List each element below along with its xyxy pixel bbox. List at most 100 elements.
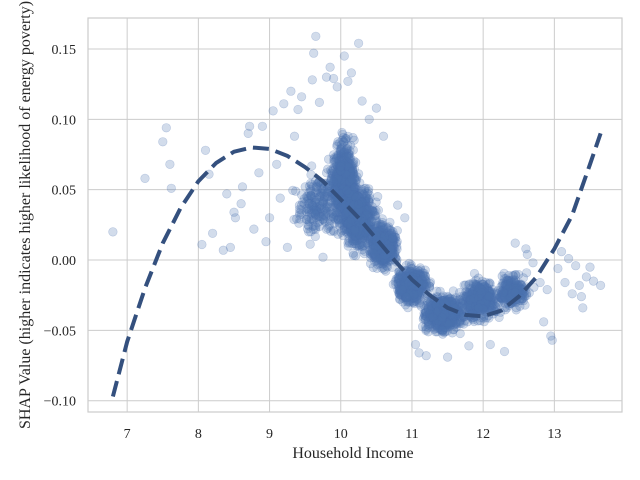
x-tick-label: 13 [547,427,561,442]
scatter-point [339,184,350,194]
scatter-point [348,193,359,203]
scatter-point [344,211,354,221]
scatter-point [336,171,346,181]
scatter-point [335,146,345,156]
scatter-point [347,187,357,197]
scatter-point [340,161,350,171]
scatter-point [355,224,365,234]
scatter-point [340,211,350,221]
scatter-point [339,191,349,201]
scatter-point [359,208,369,218]
scatter-point [340,167,350,177]
scatter-point [341,171,351,181]
scatter-point [344,162,354,173]
scatter-point [338,155,349,165]
scatter-point [347,239,357,249]
scatter-point [349,197,359,207]
y-tick-label: 0.15 [52,43,77,58]
scatter-point [340,165,350,175]
y-tick-labels: −0.10 −0.05 0.00 0.05 0.10 0.15 [44,43,76,410]
scatter-point [358,233,368,243]
scatter-point [324,203,334,213]
scatter-point [332,139,342,150]
scatter-point [336,146,346,156]
scatter-point [321,168,332,178]
scatter-point [338,149,348,159]
scatter-point [360,196,370,206]
scatter-point [344,180,354,191]
scatter-points [108,31,606,362]
scatter-point [340,173,350,183]
scatter-point [328,164,338,174]
scatter-point [344,195,354,206]
scatter-point [340,187,351,197]
scatter-point [166,183,176,193]
scatter-point [348,165,358,175]
scatter-point [348,170,358,180]
scatter-point [359,210,369,220]
scatter-point [358,227,368,237]
scatter-point [571,261,581,271]
scatter-point [339,137,349,147]
scatter-point [339,174,350,184]
scatter-point [289,131,300,141]
scatter-point [343,171,353,181]
scatter-point [337,172,347,182]
scatter-point [346,162,356,172]
scatter-point [332,167,342,178]
scatter-point [348,236,358,246]
scatter-point [329,171,339,181]
scatter-point [355,227,365,237]
scatter-point [345,188,356,198]
scatter-point [350,217,361,227]
scatter-point [333,151,343,162]
scatter-point [307,75,317,85]
scatter-point [330,179,341,189]
scatter-point [335,165,345,175]
scatter-point [335,220,345,231]
scatter-point [331,159,341,169]
scatter-point [336,184,346,194]
scatter-point [334,181,344,191]
scatter-point [343,185,353,195]
scatter-point [332,177,342,187]
scatter-point [355,239,366,249]
y-tick-label: −0.10 [44,395,76,410]
scatter-point [357,196,368,206]
scatter-point [397,272,408,282]
scatter-point [337,173,347,183]
scatter-point [338,169,348,179]
scatter-point [326,165,336,175]
scatter-point [350,219,360,229]
scatter-point [349,197,359,208]
scatter-point [336,145,346,155]
scatter-point [339,180,349,190]
scatter-point [339,184,349,194]
scatter-point [336,149,346,159]
scatter-point [348,167,358,177]
scatter-point [347,177,358,187]
scatter-point [334,160,344,171]
scatter-point [345,213,355,223]
scatter-point [349,189,359,199]
scatter-point [344,217,354,227]
scatter-point [345,156,355,166]
scatter-point [342,221,352,231]
scatter-point [343,176,354,187]
scatter-point [342,163,352,173]
scatter-point [340,176,350,186]
scatter-point [334,166,344,176]
scatter-point [556,247,567,257]
scatter-point [349,174,360,184]
scatter-point [337,152,347,162]
scatter-point [350,222,360,232]
scatter-point [339,164,350,174]
scatter-point [333,183,343,193]
scatter-point [337,174,347,184]
scatter-point [343,177,354,187]
scatter-point [330,214,340,224]
scatter-point [358,232,368,242]
scatter-point [333,176,343,186]
scatter-point [357,203,367,213]
scatter-point [343,189,353,199]
